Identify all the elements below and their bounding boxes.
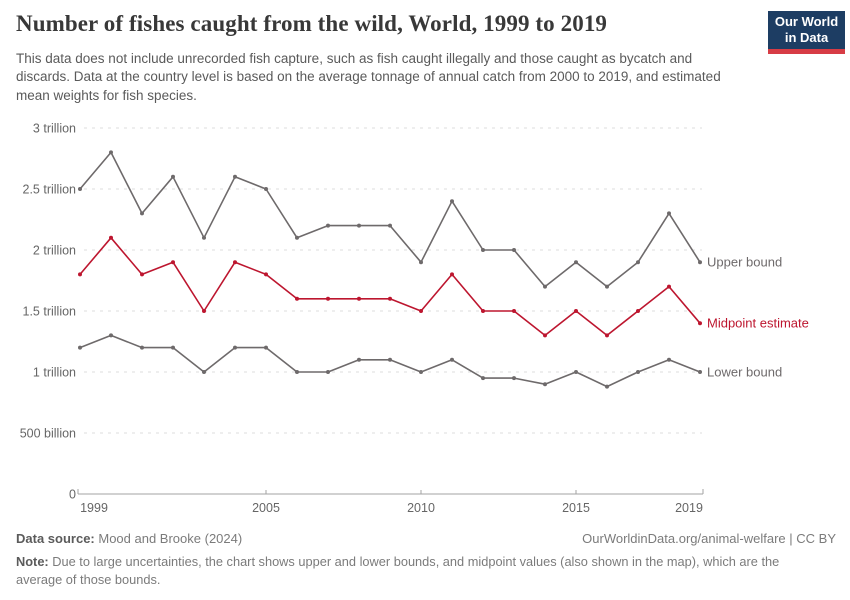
y-axis-label: 500 billion bbox=[20, 426, 76, 440]
midpoint-estimate-point[interactable] bbox=[636, 309, 640, 313]
upper-bound-point[interactable] bbox=[698, 260, 702, 265]
midpoint-estimate-point[interactable] bbox=[419, 309, 423, 313]
lower-bound-point[interactable] bbox=[636, 370, 640, 374]
y-axis-label: 2 trillion bbox=[33, 243, 76, 257]
owid-logo-line2: in Data bbox=[784, 30, 829, 45]
lower-bound-point[interactable] bbox=[698, 370, 702, 374]
upper-bound-point[interactable] bbox=[171, 174, 175, 179]
lower-bound-point[interactable] bbox=[667, 357, 671, 362]
x-axis-label: 2019 bbox=[675, 501, 703, 515]
x-axis-label: 2005 bbox=[252, 501, 280, 515]
midpoint-estimate-label[interactable]: Midpoint estimate bbox=[707, 316, 809, 331]
lower-bound-point[interactable] bbox=[512, 376, 516, 381]
lower-bound-point[interactable] bbox=[140, 345, 144, 350]
upper-bound-point[interactable] bbox=[481, 248, 485, 252]
midpoint-estimate-point[interactable] bbox=[171, 260, 175, 265]
lower-bound-point[interactable] bbox=[78, 345, 82, 350]
midpoint-estimate-point[interactable] bbox=[388, 296, 392, 301]
lower-bound-point[interactable] bbox=[419, 370, 423, 374]
upper-bound-point[interactable] bbox=[512, 248, 516, 252]
lower-bound-point[interactable] bbox=[388, 357, 392, 362]
lower-bound-point[interactable] bbox=[450, 357, 454, 362]
midpoint-estimate-point[interactable] bbox=[233, 260, 237, 265]
midpoint-estimate-point[interactable] bbox=[264, 272, 268, 277]
upper-bound-line[interactable] bbox=[79, 151, 701, 288]
footer-source-row: Data source: Mood and Brooke (2024) OurW… bbox=[16, 531, 836, 546]
midpoint-estimate-point[interactable] bbox=[295, 296, 299, 301]
upper-bound-point[interactable] bbox=[140, 211, 144, 216]
series-lower-bound[interactable]: Lower bound bbox=[78, 333, 782, 389]
midpoint-estimate-point[interactable] bbox=[698, 321, 702, 326]
data-source-value: Mood and Brooke (2024) bbox=[98, 531, 243, 546]
upper-bound-point[interactable] bbox=[574, 260, 578, 265]
lower-bound-point[interactable] bbox=[109, 333, 113, 338]
lower-bound-point[interactable] bbox=[264, 345, 268, 350]
midpoint-estimate-point[interactable] bbox=[481, 309, 485, 313]
midpoint-estimate-point[interactable] bbox=[450, 272, 454, 277]
lower-bound-point[interactable] bbox=[543, 382, 547, 387]
lower-bound-point[interactable] bbox=[171, 345, 175, 350]
lower-bound-point[interactable] bbox=[357, 357, 361, 362]
footer-note: Note: Due to large uncertainties, the ch… bbox=[16, 553, 788, 589]
upper-bound-label[interactable]: Upper bound bbox=[707, 255, 782, 270]
midpoint-estimate-point[interactable] bbox=[326, 296, 330, 301]
midpoint-estimate-point[interactable] bbox=[667, 284, 671, 289]
upper-bound-point[interactable] bbox=[326, 223, 330, 228]
upper-bound-point[interactable] bbox=[202, 235, 206, 240]
lower-bound-point[interactable] bbox=[202, 370, 206, 374]
series-midpoint-estimate[interactable]: Midpoint estimate bbox=[78, 235, 809, 338]
upper-bound-point[interactable] bbox=[388, 223, 392, 228]
footer-note-label: Note: bbox=[16, 554, 49, 569]
midpoint-estimate-point[interactable] bbox=[202, 309, 206, 313]
midpoint-estimate-point[interactable] bbox=[109, 235, 113, 240]
upper-bound-point[interactable] bbox=[543, 284, 547, 289]
midpoint-estimate-point[interactable] bbox=[140, 272, 144, 277]
x-axis-label: 2015 bbox=[562, 501, 590, 515]
owid-logo[interactable]: Our World in Data bbox=[768, 11, 845, 54]
midpoint-estimate-point[interactable] bbox=[78, 272, 82, 277]
midpoint-estimate-point[interactable] bbox=[574, 309, 578, 313]
x-axis-label: 2010 bbox=[407, 501, 435, 515]
midpoint-estimate-point[interactable] bbox=[357, 296, 361, 301]
upper-bound-point[interactable] bbox=[667, 211, 671, 216]
x-axis-label: 1999 bbox=[80, 501, 108, 515]
midpoint-estimate-point[interactable] bbox=[605, 333, 609, 338]
y-axis-label: 3 trillion bbox=[33, 121, 76, 135]
upper-bound-point[interactable] bbox=[357, 223, 361, 228]
page-title: Number of fishes caught from the wild, W… bbox=[16, 11, 608, 36]
owid-logo-line1: Our World bbox=[774, 14, 839, 30]
chart-subtitle: This data does not include unrecorded fi… bbox=[16, 51, 721, 103]
upper-bound-point[interactable] bbox=[264, 187, 268, 191]
lower-bound-point[interactable] bbox=[295, 370, 299, 374]
lower-bound-point[interactable] bbox=[605, 384, 609, 389]
lower-bound-point[interactable] bbox=[233, 345, 237, 350]
y-axis-label: 0 bbox=[69, 487, 76, 501]
upper-bound-point[interactable] bbox=[295, 235, 299, 240]
footer-note-text: Due to large uncertainties, the chart sh… bbox=[16, 554, 780, 588]
data-source: Data source: Mood and Brooke (2024) bbox=[16, 531, 242, 546]
y-axis-label: 1 trillion bbox=[33, 365, 76, 379]
lower-bound-point[interactable] bbox=[481, 376, 485, 381]
lower-bound-point[interactable] bbox=[326, 370, 330, 374]
midpoint-estimate-point[interactable] bbox=[543, 333, 547, 338]
series-upper-bound[interactable]: Upper bound bbox=[78, 150, 782, 289]
data-source-label: Data source: bbox=[16, 531, 95, 546]
owid-license-link[interactable]: OurWorldinData.org/animal-welfare | CC B… bbox=[582, 531, 836, 546]
upper-bound-point[interactable] bbox=[419, 260, 423, 265]
y-axis-label: 2.5 trillion bbox=[23, 182, 77, 196]
upper-bound-point[interactable] bbox=[636, 260, 640, 265]
lower-bound-point[interactable] bbox=[574, 370, 578, 374]
upper-bound-point[interactable] bbox=[233, 174, 237, 179]
upper-bound-point[interactable] bbox=[109, 150, 113, 155]
lower-bound-label[interactable]: Lower bound bbox=[707, 365, 782, 380]
upper-bound-point[interactable] bbox=[78, 187, 82, 191]
midpoint-estimate-point[interactable] bbox=[512, 309, 516, 313]
upper-bound-point[interactable] bbox=[450, 199, 454, 204]
y-axis-label: 1.5 trillion bbox=[23, 304, 77, 318]
upper-bound-point[interactable] bbox=[605, 284, 609, 289]
